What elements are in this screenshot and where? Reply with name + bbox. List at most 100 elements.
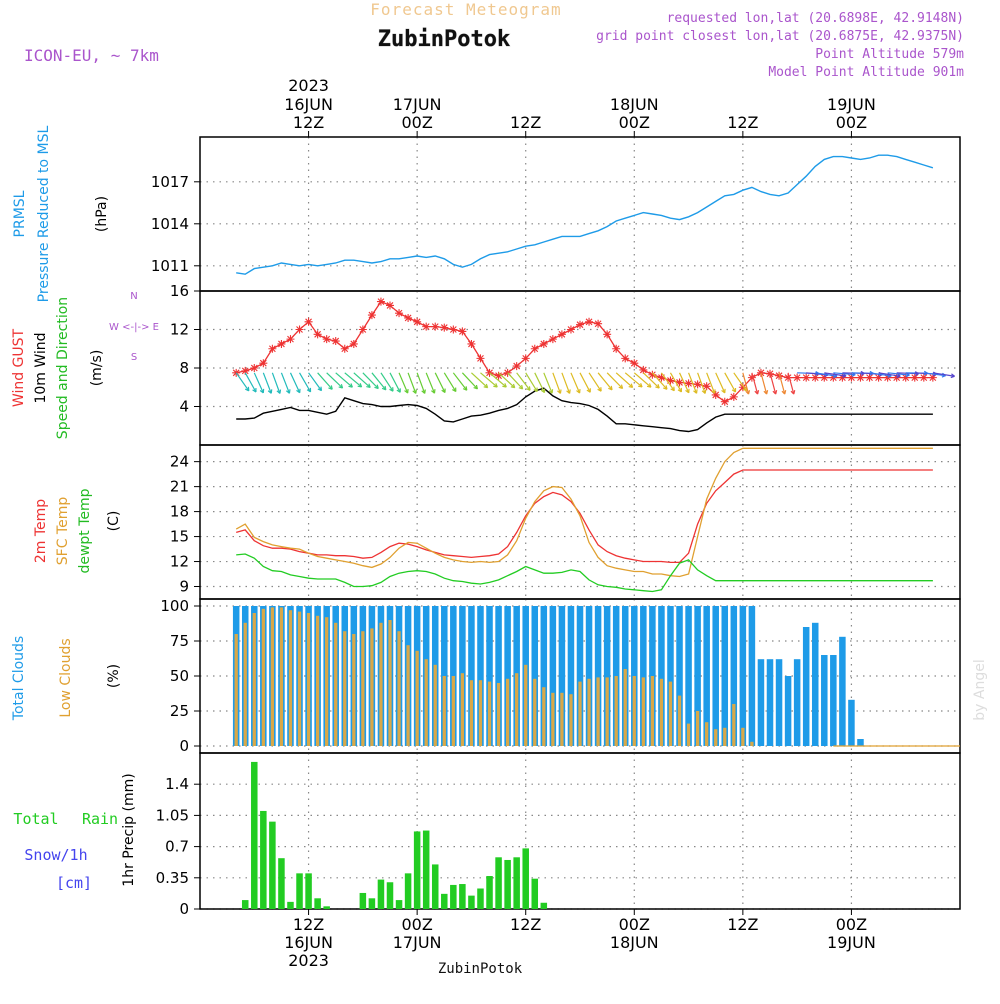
- gust-marker: [802, 374, 810, 382]
- bottom-axis-label: 12Z: [293, 915, 324, 934]
- lowcloud-bar: [542, 687, 545, 746]
- gust-marker: [721, 398, 729, 406]
- bottom-axis-label: 00Z: [836, 915, 867, 934]
- lowcloud-bar: [406, 645, 409, 746]
- lowcloud-bar: [705, 722, 708, 746]
- wind-arrow: [499, 373, 515, 388]
- lowcloud-bar: [280, 607, 283, 746]
- lowcloud-label: Low Clouds: [58, 638, 74, 717]
- lowcloud-bar: [714, 729, 717, 746]
- wind-arrow: [372, 373, 386, 390]
- panel-frame: [200, 137, 960, 291]
- wind-arrow: [345, 373, 362, 387]
- gust-marker: [920, 374, 928, 382]
- wind-arrow: [462, 373, 477, 389]
- gust-marker: [856, 374, 864, 382]
- wind-arrow: [580, 373, 590, 392]
- wind-arrow: [625, 373, 642, 387]
- gust-marker: [730, 393, 738, 401]
- y-tick-label: 1017: [151, 173, 189, 191]
- panel-frame: [200, 445, 960, 599]
- wind-arrow: [245, 373, 256, 392]
- bottom-axis-label: 19JUN: [827, 933, 876, 952]
- gust-marker: [332, 337, 340, 345]
- wind-arrow: [426, 373, 434, 393]
- y-tick-label: 18: [170, 503, 189, 521]
- gust-marker: [458, 327, 466, 335]
- gust-marker: [612, 345, 620, 353]
- rain-bar: [414, 831, 421, 909]
- lowcloud-bar: [470, 680, 473, 746]
- totalcloud-bar: [857, 739, 864, 746]
- y-tick-label: 9: [179, 578, 189, 596]
- y-tick-label: 12: [170, 321, 189, 339]
- lowcloud-bar: [452, 676, 455, 746]
- totalcloud-bar: [785, 676, 792, 746]
- lowcloud-bar: [244, 623, 247, 746]
- lowcloud-bar: [461, 673, 464, 746]
- bottom-axis-label: 2023: [288, 951, 329, 970]
- gust-marker: [522, 354, 530, 362]
- snow-label: Snow/1h: [24, 846, 87, 864]
- lowcloud-bar: [497, 683, 500, 746]
- lowcloud-bar: [651, 676, 654, 746]
- lowcloud-bar: [289, 610, 292, 746]
- panel5-labels: Total Rain Snow/1h [cm] 1hr Precip (mm): [13, 773, 137, 892]
- top-axis-label: 16JUN: [284, 95, 333, 114]
- y-tick-label: 1014: [151, 215, 189, 233]
- lowcloud-bar: [615, 676, 618, 746]
- rain-bar: [251, 762, 258, 909]
- gust-label: Wind GUST: [11, 328, 27, 407]
- gust-marker: [549, 335, 557, 343]
- totalcloud-bar: [848, 700, 855, 746]
- wind-arrow: [508, 373, 523, 389]
- gust-marker: [467, 340, 475, 348]
- rain-bar: [513, 857, 520, 909]
- rain-bar: [296, 873, 303, 909]
- footer-station: ZubinPotok: [438, 961, 523, 977]
- gust-marker: [513, 362, 521, 370]
- lowcloud-bar: [325, 617, 328, 746]
- gust-marker: [476, 354, 484, 362]
- wind-arrow: [716, 373, 725, 393]
- gust-marker: [585, 318, 593, 326]
- y-tick-label: 0: [179, 900, 189, 918]
- wind-arrow: [517, 373, 530, 390]
- top-axis-label: 00Z: [836, 113, 867, 132]
- lowcloud-bar: [343, 631, 346, 746]
- totalcloud-bar: [812, 623, 819, 746]
- lowcloud-bar: [741, 728, 744, 746]
- panel-frame: [200, 753, 960, 909]
- chart-station-title: ZubinPotok: [378, 27, 510, 52]
- wind-arrow: [354, 373, 370, 388]
- gust-marker: [268, 345, 276, 353]
- gust-marker: [630, 359, 638, 367]
- gust-marker: [603, 330, 611, 338]
- temp-units: (C): [106, 511, 122, 532]
- y-tick-label: 16: [170, 282, 189, 300]
- rain-bar: [477, 888, 484, 909]
- compass-we-label: W <-|-> E: [109, 322, 159, 333]
- totalcloud-bar: [794, 659, 801, 746]
- lowcloud-bar: [352, 634, 355, 746]
- wind-arrow: [761, 373, 767, 394]
- gust-marker: [639, 366, 647, 374]
- totalcloud-bar: [776, 659, 783, 746]
- wind-arrow: [263, 373, 271, 394]
- rain-bar: [522, 848, 529, 909]
- y-tick-label: 8: [179, 359, 189, 377]
- top-axis-label: 12Z: [293, 113, 324, 132]
- lowcloud-bar: [596, 677, 599, 746]
- gust-marker: [531, 345, 539, 353]
- lowcloud-bar: [334, 623, 337, 746]
- rain-bar: [504, 860, 511, 909]
- top-axis-label: 12Z: [727, 113, 758, 132]
- chart-top-label: Forecast Meteogram: [370, 0, 561, 19]
- rain-bar: [260, 811, 267, 909]
- wind-arrow: [290, 373, 299, 393]
- cloud-units: (%): [106, 664, 122, 688]
- rain-bar: [360, 893, 367, 909]
- gust-marker: [558, 330, 566, 338]
